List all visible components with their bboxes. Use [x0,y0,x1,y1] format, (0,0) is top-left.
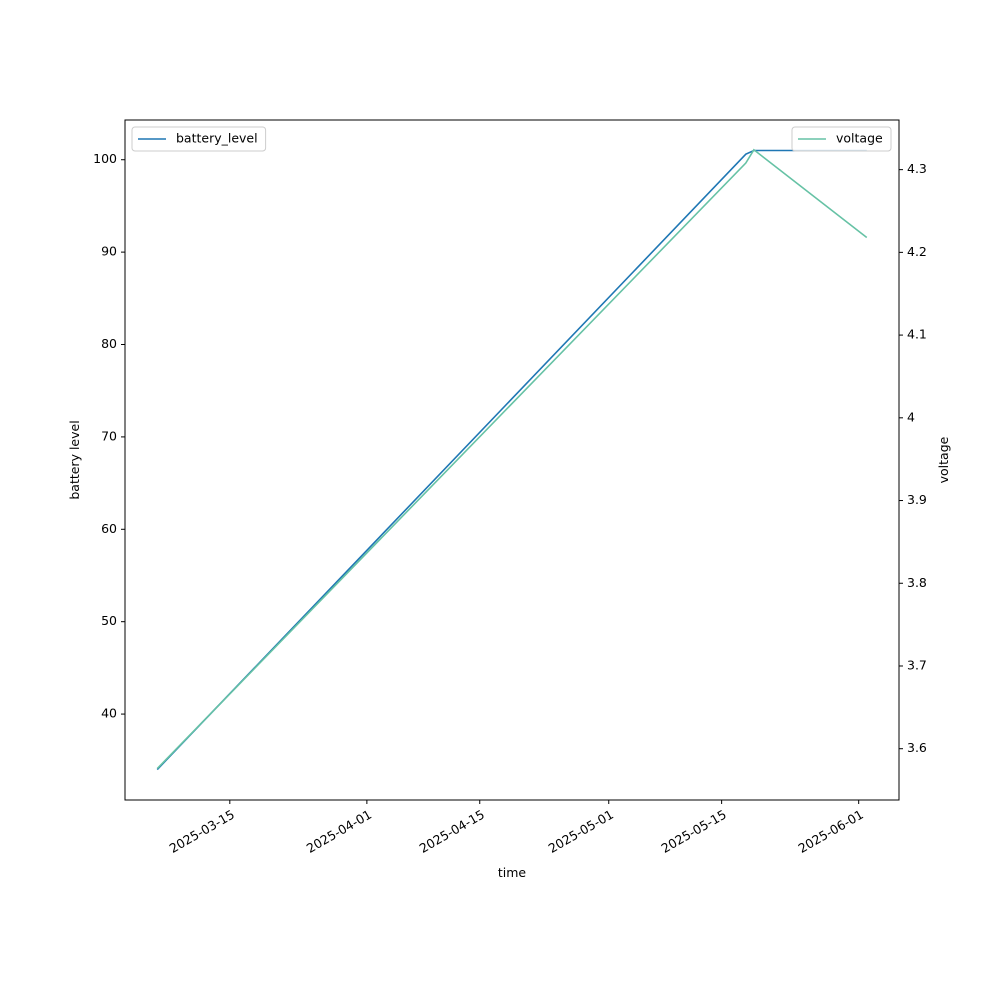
x-tick-label: 2025-05-01 [546,807,616,856]
y2-tick-label: 3.6 [907,740,927,755]
x-tick-label: 2025-04-01 [304,807,374,856]
series-line [156,148,868,770]
legend-label: voltage [836,131,883,146]
x-tick-label: 2025-05-15 [658,807,728,856]
plot-frame [124,119,900,801]
y2-tick-label: 4 [907,409,915,424]
y-tick-label: 90 [101,244,117,259]
y2-tick-label: 4.2 [907,244,927,259]
y-tick-label: 50 [101,613,117,628]
y2-tick-label: 3.9 [907,492,927,507]
x-tick-label: 2025-03-15 [167,807,237,856]
series-line [156,149,867,771]
y2-tick-label: 3.7 [907,657,927,672]
y2-tick-label: 4.3 [907,161,927,176]
x-tick-label: 2025-04-15 [417,807,487,856]
x-axis-label: time [498,865,527,880]
y-axis-label: battery level [67,420,82,499]
y-tick-label: 80 [101,336,117,351]
legend: voltage [791,126,892,152]
y-tick-label: 40 [101,706,117,721]
y-tick-label: 60 [101,521,117,536]
y2-tick-label: 3.8 [907,575,927,590]
legend-box [791,126,892,152]
legend: battery_level [131,126,267,152]
y-tick-label: 70 [101,428,117,443]
y2-tick-label: 4.1 [907,327,927,342]
y2-axis-label: voltage [936,436,951,483]
legend-label: battery_level [176,131,258,146]
y-tick-label: 100 [93,151,117,166]
legend-box [131,126,267,152]
x-tick-label: 2025-06-01 [796,807,866,856]
